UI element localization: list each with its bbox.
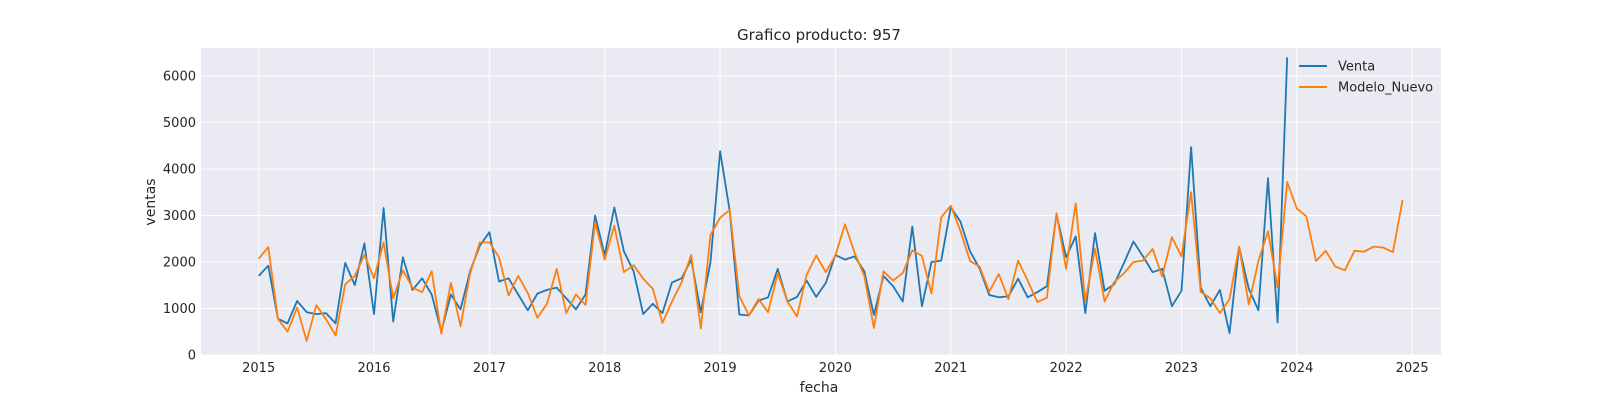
x-tick-label: 2025 [1396,361,1429,376]
x-tick-label: 2023 [1165,361,1198,376]
legend-label-1: Venta [1338,60,1375,75]
x-tick-label: 2024 [1280,361,1313,376]
y-tick-label: 5000 [163,116,196,131]
y-axis-ticks: 0 1000 2000 3000 4000 5000 6000 [163,69,196,363]
y-tick-label: 3000 [163,209,196,224]
legend: Venta Modelo_Nuevo [1299,60,1433,96]
y-axis-label: ventas [143,178,159,225]
x-tick-label: 2020 [819,361,852,376]
y-tick-label: 0 [188,349,196,364]
x-tick-label: 2019 [704,361,737,376]
y-tick-label: 6000 [163,69,196,84]
series-group [258,57,1404,342]
grid [201,48,1441,356]
legend-label-2: Modelo_Nuevo [1338,81,1433,96]
x-axis-label: fecha [800,380,839,396]
x-tick-label: 2017 [473,361,506,376]
plot-area [201,48,1441,355]
series-line-2 [258,181,1404,342]
x-tick-label: 2015 [242,361,275,376]
x-tick-label: 2016 [357,361,390,376]
y-tick-label: 2000 [163,255,196,270]
x-tick-label: 2018 [588,361,621,376]
y-tick-label: 1000 [163,302,196,317]
y-tick-label: 4000 [163,162,196,177]
x-axis-ticks: 2015 2016 2017 2018 2019 2020 2021 2022 2023 2024… [242,361,1429,376]
chart-title: Grafico producto: 957 [737,26,901,44]
x-tick-label: 2021 [934,361,967,376]
x-tick-label: 2022 [1050,361,1083,376]
